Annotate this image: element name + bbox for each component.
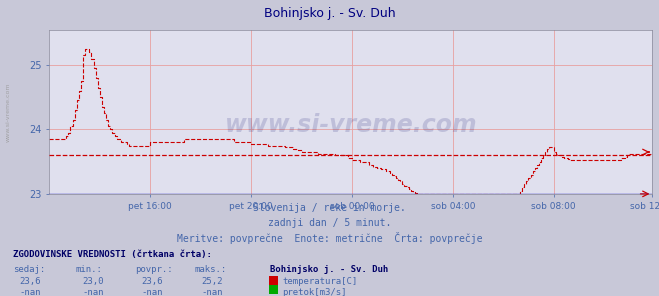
Text: 23,6: 23,6 — [20, 277, 42, 286]
Text: maks.:: maks.: — [194, 265, 227, 274]
Text: -nan: -nan — [201, 288, 223, 296]
Text: www.si-vreme.com: www.si-vreme.com — [5, 83, 11, 142]
Text: ZGODOVINSKE VREDNOSTI (črtkana črta):: ZGODOVINSKE VREDNOSTI (črtkana črta): — [13, 250, 212, 259]
Text: 23,0: 23,0 — [82, 277, 104, 286]
Text: -nan: -nan — [142, 288, 163, 296]
Text: -nan: -nan — [20, 288, 42, 296]
Text: zadnji dan / 5 minut.: zadnji dan / 5 minut. — [268, 218, 391, 228]
Text: Meritve: povprečne  Enote: metrične  Črta: povprečje: Meritve: povprečne Enote: metrične Črta:… — [177, 232, 482, 244]
Text: Slovenija / reke in morje.: Slovenija / reke in morje. — [253, 203, 406, 213]
Text: Bohinjsko j. - Sv. Duh: Bohinjsko j. - Sv. Duh — [270, 265, 388, 274]
Text: 23,6: 23,6 — [142, 277, 163, 286]
Text: min.:: min.: — [76, 265, 103, 274]
Text: sedaj:: sedaj: — [13, 265, 45, 274]
Text: Bohinjsko j. - Sv. Duh: Bohinjsko j. - Sv. Duh — [264, 7, 395, 20]
Text: povpr.:: povpr.: — [135, 265, 173, 274]
Text: temperatura[C]: temperatura[C] — [282, 277, 357, 286]
Text: www.si-vreme.com: www.si-vreme.com — [225, 113, 477, 137]
Text: pretok[m3/s]: pretok[m3/s] — [282, 288, 347, 296]
Text: -nan: -nan — [82, 288, 104, 296]
Text: 25,2: 25,2 — [201, 277, 223, 286]
